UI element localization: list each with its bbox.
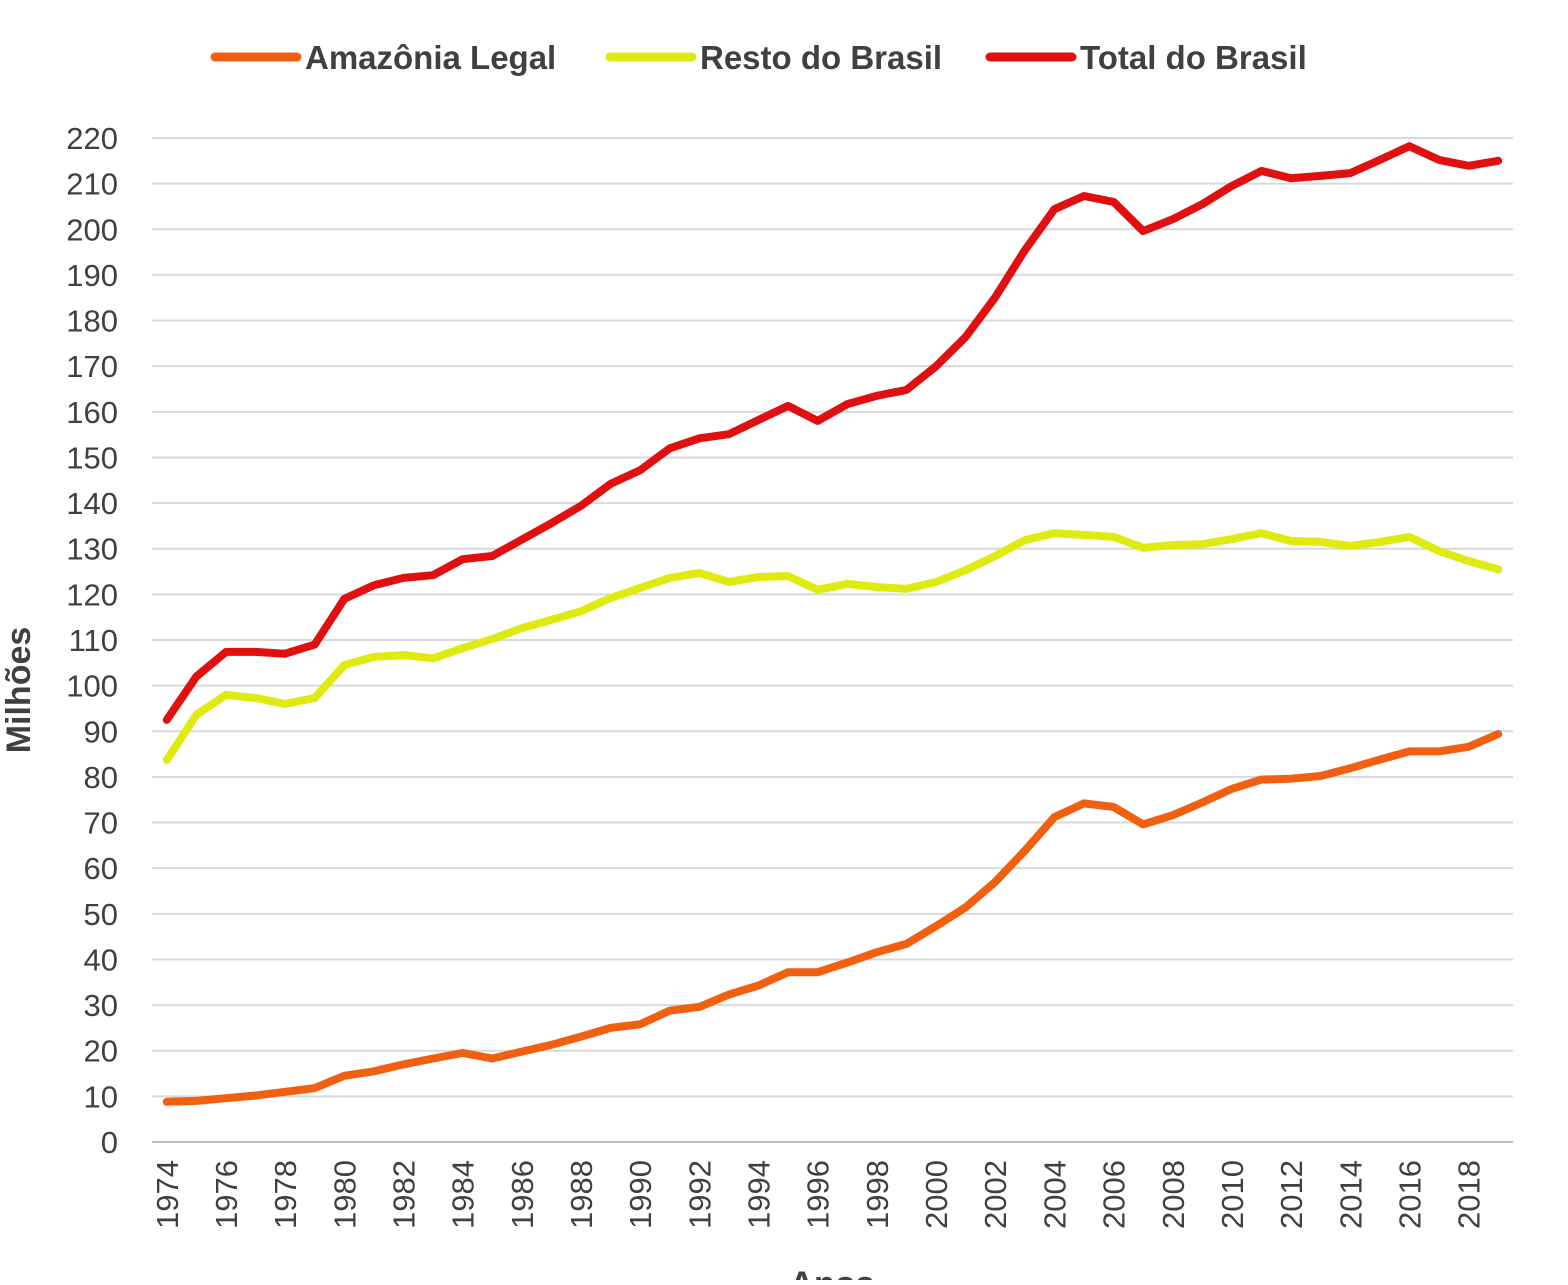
series-line-total-do-brasil <box>162 142 1503 724</box>
y-tick-label: 170 <box>66 349 118 384</box>
legend-label: Resto do Brasil <box>700 39 942 76</box>
x-tick-label: 1988 <box>564 1160 599 1229</box>
y-tick-label: 180 <box>66 304 118 339</box>
y-tick-label: 70 <box>84 806 118 841</box>
y-tick-label: 210 <box>66 167 118 202</box>
y-tick-label: 140 <box>66 486 118 521</box>
x-tick-label: 2010 <box>1215 1160 1250 1229</box>
y-tick-label: 90 <box>84 714 118 749</box>
y-tick-label: 110 <box>69 623 118 658</box>
x-tick-label: 2002 <box>978 1160 1013 1229</box>
y-tick-label: 200 <box>66 212 118 247</box>
series-line-amazônia-legal <box>162 730 1503 1106</box>
x-tick-label: 1978 <box>268 1160 303 1229</box>
x-tick-label: 1974 <box>150 1160 185 1229</box>
x-tick-label: 1994 <box>742 1160 777 1229</box>
y-tick-label: 150 <box>66 440 118 475</box>
x-tick-label: 1990 <box>623 1160 658 1229</box>
y-tick-label: 40 <box>84 942 118 977</box>
y-tick-label: 130 <box>66 532 118 567</box>
x-tick-label: 1980 <box>327 1160 362 1229</box>
y-axis-label: Milhões <box>0 627 38 754</box>
y-tick-label: 20 <box>84 1034 118 1069</box>
y-tick-label: 30 <box>84 988 118 1023</box>
y-tick-label: 80 <box>84 760 118 795</box>
x-tick-label: 2016 <box>1392 1160 1427 1229</box>
y-tick-label: 190 <box>66 258 118 293</box>
x-tick-label: 2004 <box>1037 1160 1072 1229</box>
y-tick-label: 120 <box>66 577 118 612</box>
legend-label: Amazônia Legal <box>305 39 556 76</box>
y-tick-label: 60 <box>84 851 118 886</box>
x-tick-label: 2012 <box>1274 1160 1309 1229</box>
y-tick-label: 160 <box>66 395 118 430</box>
gridlines <box>152 137 1513 1143</box>
x-tick-label: 1986 <box>505 1160 540 1229</box>
x-tick-label: 1976 <box>209 1160 244 1229</box>
x-tick-label: 1996 <box>801 1160 836 1229</box>
y-tick-label: 0 <box>101 1125 118 1160</box>
y-axis-ticks: 0 10 20 30 40 50 60 70 80 90 100 110 120 130 140 150 160… <box>66 121 118 1160</box>
x-tick-label: 1984 <box>446 1160 481 1229</box>
y-tick-label: 100 <box>66 669 118 704</box>
y-tick-label: 10 <box>84 1079 118 1114</box>
x-tick-label: 2006 <box>1097 1160 1132 1229</box>
legend: Amazônia Legal Resto do Brasil Total do Br… <box>210 39 1307 76</box>
x-tick-label: 2018 <box>1452 1160 1487 1229</box>
x-tick-label: 2014 <box>1333 1160 1368 1229</box>
x-tick-label: 1992 <box>682 1160 717 1229</box>
y-tick-label: 220 <box>66 121 118 156</box>
series-line-resto-do-brasil <box>162 529 1503 764</box>
x-axis-label: Anos <box>790 1265 875 1280</box>
x-tick-label: 1982 <box>386 1160 421 1229</box>
x-tick-label: 2008 <box>1156 1160 1191 1229</box>
y-tick-label: 50 <box>84 897 118 932</box>
x-axis-ticks: 1974 1976 1978 1980 1982 1984 1986 1988 1990 1992… <box>150 1160 1487 1229</box>
legend-label: Total do Brasil <box>1080 39 1307 76</box>
series-lines <box>162 142 1503 1106</box>
x-tick-label: 1998 <box>860 1160 895 1229</box>
x-tick-label: 2000 <box>919 1160 954 1229</box>
